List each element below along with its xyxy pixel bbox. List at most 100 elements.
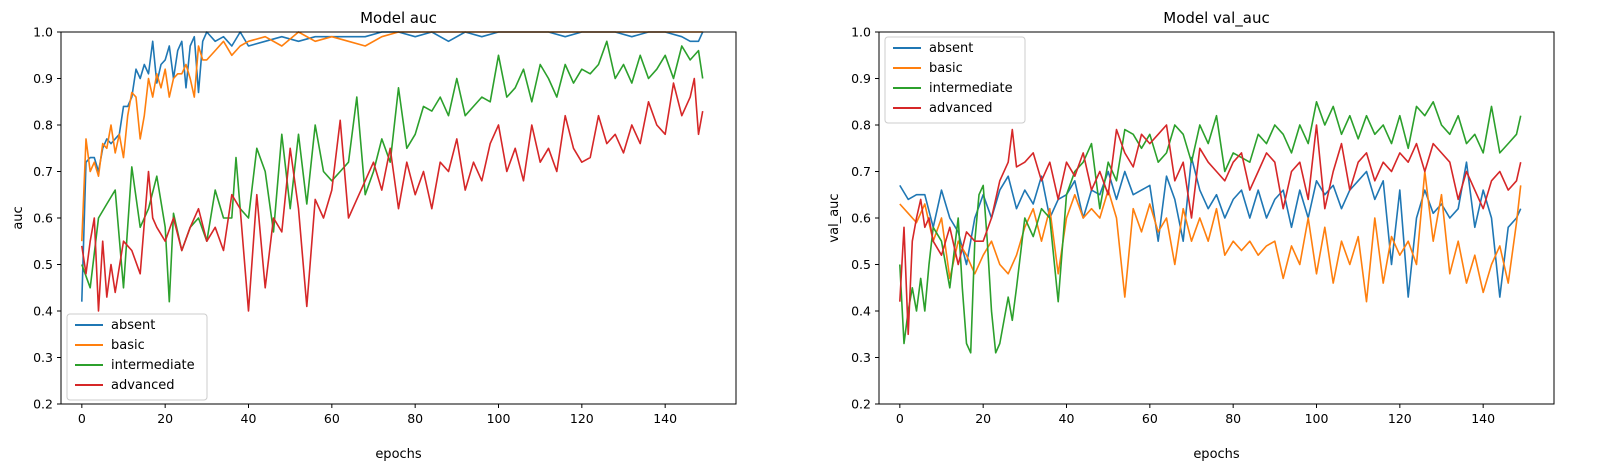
y-tick: 0.2 — [851, 397, 879, 412]
x-tick-label: 60 — [1142, 411, 1158, 426]
y-tick-label: 0.4 — [851, 304, 871, 319]
y-tick: 0.8 — [851, 118, 879, 133]
legend-label: absent — [111, 318, 155, 333]
y-tick-label: 0.2 — [851, 397, 871, 412]
x-tick-label: 100 — [1305, 411, 1329, 426]
y-tick: 0.9 — [33, 71, 61, 86]
series-line-absent — [81, 31, 704, 302]
y-axis-ticks: 0.2 0.3 0.4 0.5 0.6 0.7 0.8 0.9 1.0 — [33, 25, 61, 412]
chart-title: Model auc — [360, 9, 437, 27]
y-tick-label: 0.3 — [851, 350, 871, 365]
x-tick-label: 80 — [1225, 411, 1241, 426]
x-tick-label: 120 — [1388, 411, 1412, 426]
x-tick: 20 — [975, 404, 991, 426]
y-tick-label: 1.0 — [851, 25, 871, 40]
y-tick: 0.7 — [851, 164, 879, 179]
x-axis-ticks: 0 20 40 60 80 100 120 140 — [896, 404, 1495, 426]
legend-label: absent — [929, 41, 973, 56]
plot-lines — [899, 101, 1522, 354]
legend-entry: intermediate — [893, 81, 1013, 96]
panel-model-auc: Model auc epochs auc 0 20 40 60 80 100 120 140 … — [11, 9, 737, 462]
x-tick: 60 — [1142, 404, 1158, 426]
x-tick-label: 80 — [407, 411, 423, 426]
x-axis-label: epochs — [1193, 447, 1240, 462]
x-tick: 120 — [570, 404, 594, 426]
x-axis-label: epochs — [375, 447, 422, 462]
y-tick: 0.2 — [33, 397, 61, 412]
y-tick-label: 0.9 — [851, 71, 871, 86]
y-tick: 0.8 — [33, 118, 61, 133]
y-tick: 0.4 — [851, 304, 879, 319]
legend: absent basic intermediate advanced — [66, 313, 208, 401]
x-tick-label: 40 — [1059, 411, 1075, 426]
y-axis-ticks: 0.2 0.3 0.4 0.5 0.6 0.7 0.8 0.9 1.0 — [851, 25, 879, 412]
legend-label: intermediate — [929, 81, 1013, 96]
y-tick-label: 0.7 — [33, 164, 53, 179]
y-axis-label: val_auc — [827, 193, 842, 242]
x-tick-label: 0 — [896, 411, 904, 426]
legend-label: advanced — [929, 101, 993, 116]
y-tick: 1.0 — [851, 25, 879, 40]
chart-title: Model val_auc — [1163, 9, 1270, 28]
legend-box — [884, 36, 1026, 124]
x-tick: 0 — [896, 404, 904, 426]
x-tick: 60 — [324, 404, 340, 426]
legend-label: basic — [929, 61, 963, 76]
x-tick-label: 100 — [487, 411, 511, 426]
y-tick: 0.6 — [851, 211, 879, 226]
series-line-intermediate — [899, 101, 1522, 354]
legend-entry: intermediate — [75, 358, 195, 373]
x-tick: 40 — [241, 404, 257, 426]
x-tick-label: 140 — [653, 411, 677, 426]
y-axis-label: auc — [11, 206, 26, 229]
y-tick: 0.9 — [851, 71, 879, 86]
legend-entry: basic — [75, 338, 145, 353]
x-tick: 20 — [157, 404, 173, 426]
y-tick-label: 0.9 — [33, 71, 53, 86]
y-tick-label: 0.4 — [33, 304, 53, 319]
x-tick: 80 — [407, 404, 423, 426]
y-tick-label: 0.6 — [851, 211, 871, 226]
y-tick: 0.6 — [33, 211, 61, 226]
x-tick-label: 60 — [324, 411, 340, 426]
y-tick-label: 0.8 — [33, 118, 53, 133]
x-tick-label: 20 — [975, 411, 991, 426]
y-tick-label: 1.0 — [33, 25, 53, 40]
legend-entry: absent — [893, 41, 973, 56]
series-line-absent — [899, 156, 1522, 298]
x-tick-label: 120 — [570, 411, 594, 426]
x-tick-label: 40 — [241, 411, 257, 426]
legend-entry: advanced — [75, 378, 175, 393]
plot-frame — [60, 31, 737, 405]
y-tick: 0.3 — [33, 350, 61, 365]
y-tick-label: 0.6 — [33, 211, 53, 226]
y-tick: 0.5 — [851, 257, 879, 272]
panel-model-val-auc: Model val_auc epochs val_auc 0 20 40 60 80 10… — [827, 9, 1555, 462]
y-tick-label: 0.5 — [851, 257, 871, 272]
plot-lines — [81, 31, 704, 312]
y-tick-label: 0.8 — [851, 118, 871, 133]
series-line-basic — [899, 170, 1522, 303]
legend-entry: advanced — [893, 101, 993, 116]
y-tick: 0.4 — [33, 304, 61, 319]
legend-entry: absent — [75, 318, 155, 333]
x-tick: 140 — [1471, 404, 1495, 426]
y-tick: 1.0 — [33, 25, 61, 40]
x-tick: 80 — [1225, 404, 1241, 426]
y-tick-label: 0.5 — [33, 257, 53, 272]
legend-label: advanced — [111, 378, 175, 393]
y-tick: 0.7 — [33, 164, 61, 179]
x-tick: 100 — [487, 404, 511, 426]
x-tick: 120 — [1388, 404, 1412, 426]
x-tick: 140 — [653, 404, 677, 426]
legend-entry: basic — [893, 61, 963, 76]
x-tick: 100 — [1305, 404, 1329, 426]
y-tick-label: 0.3 — [33, 350, 53, 365]
y-tick-label: 0.2 — [33, 397, 53, 412]
y-tick-label: 0.7 — [851, 164, 871, 179]
legend: absent basic intermediate advanced — [884, 36, 1026, 124]
plot-frame — [878, 31, 1555, 405]
x-axis-ticks: 0 20 40 60 80 100 120 140 — [78, 404, 677, 426]
legend-label: intermediate — [111, 358, 195, 373]
